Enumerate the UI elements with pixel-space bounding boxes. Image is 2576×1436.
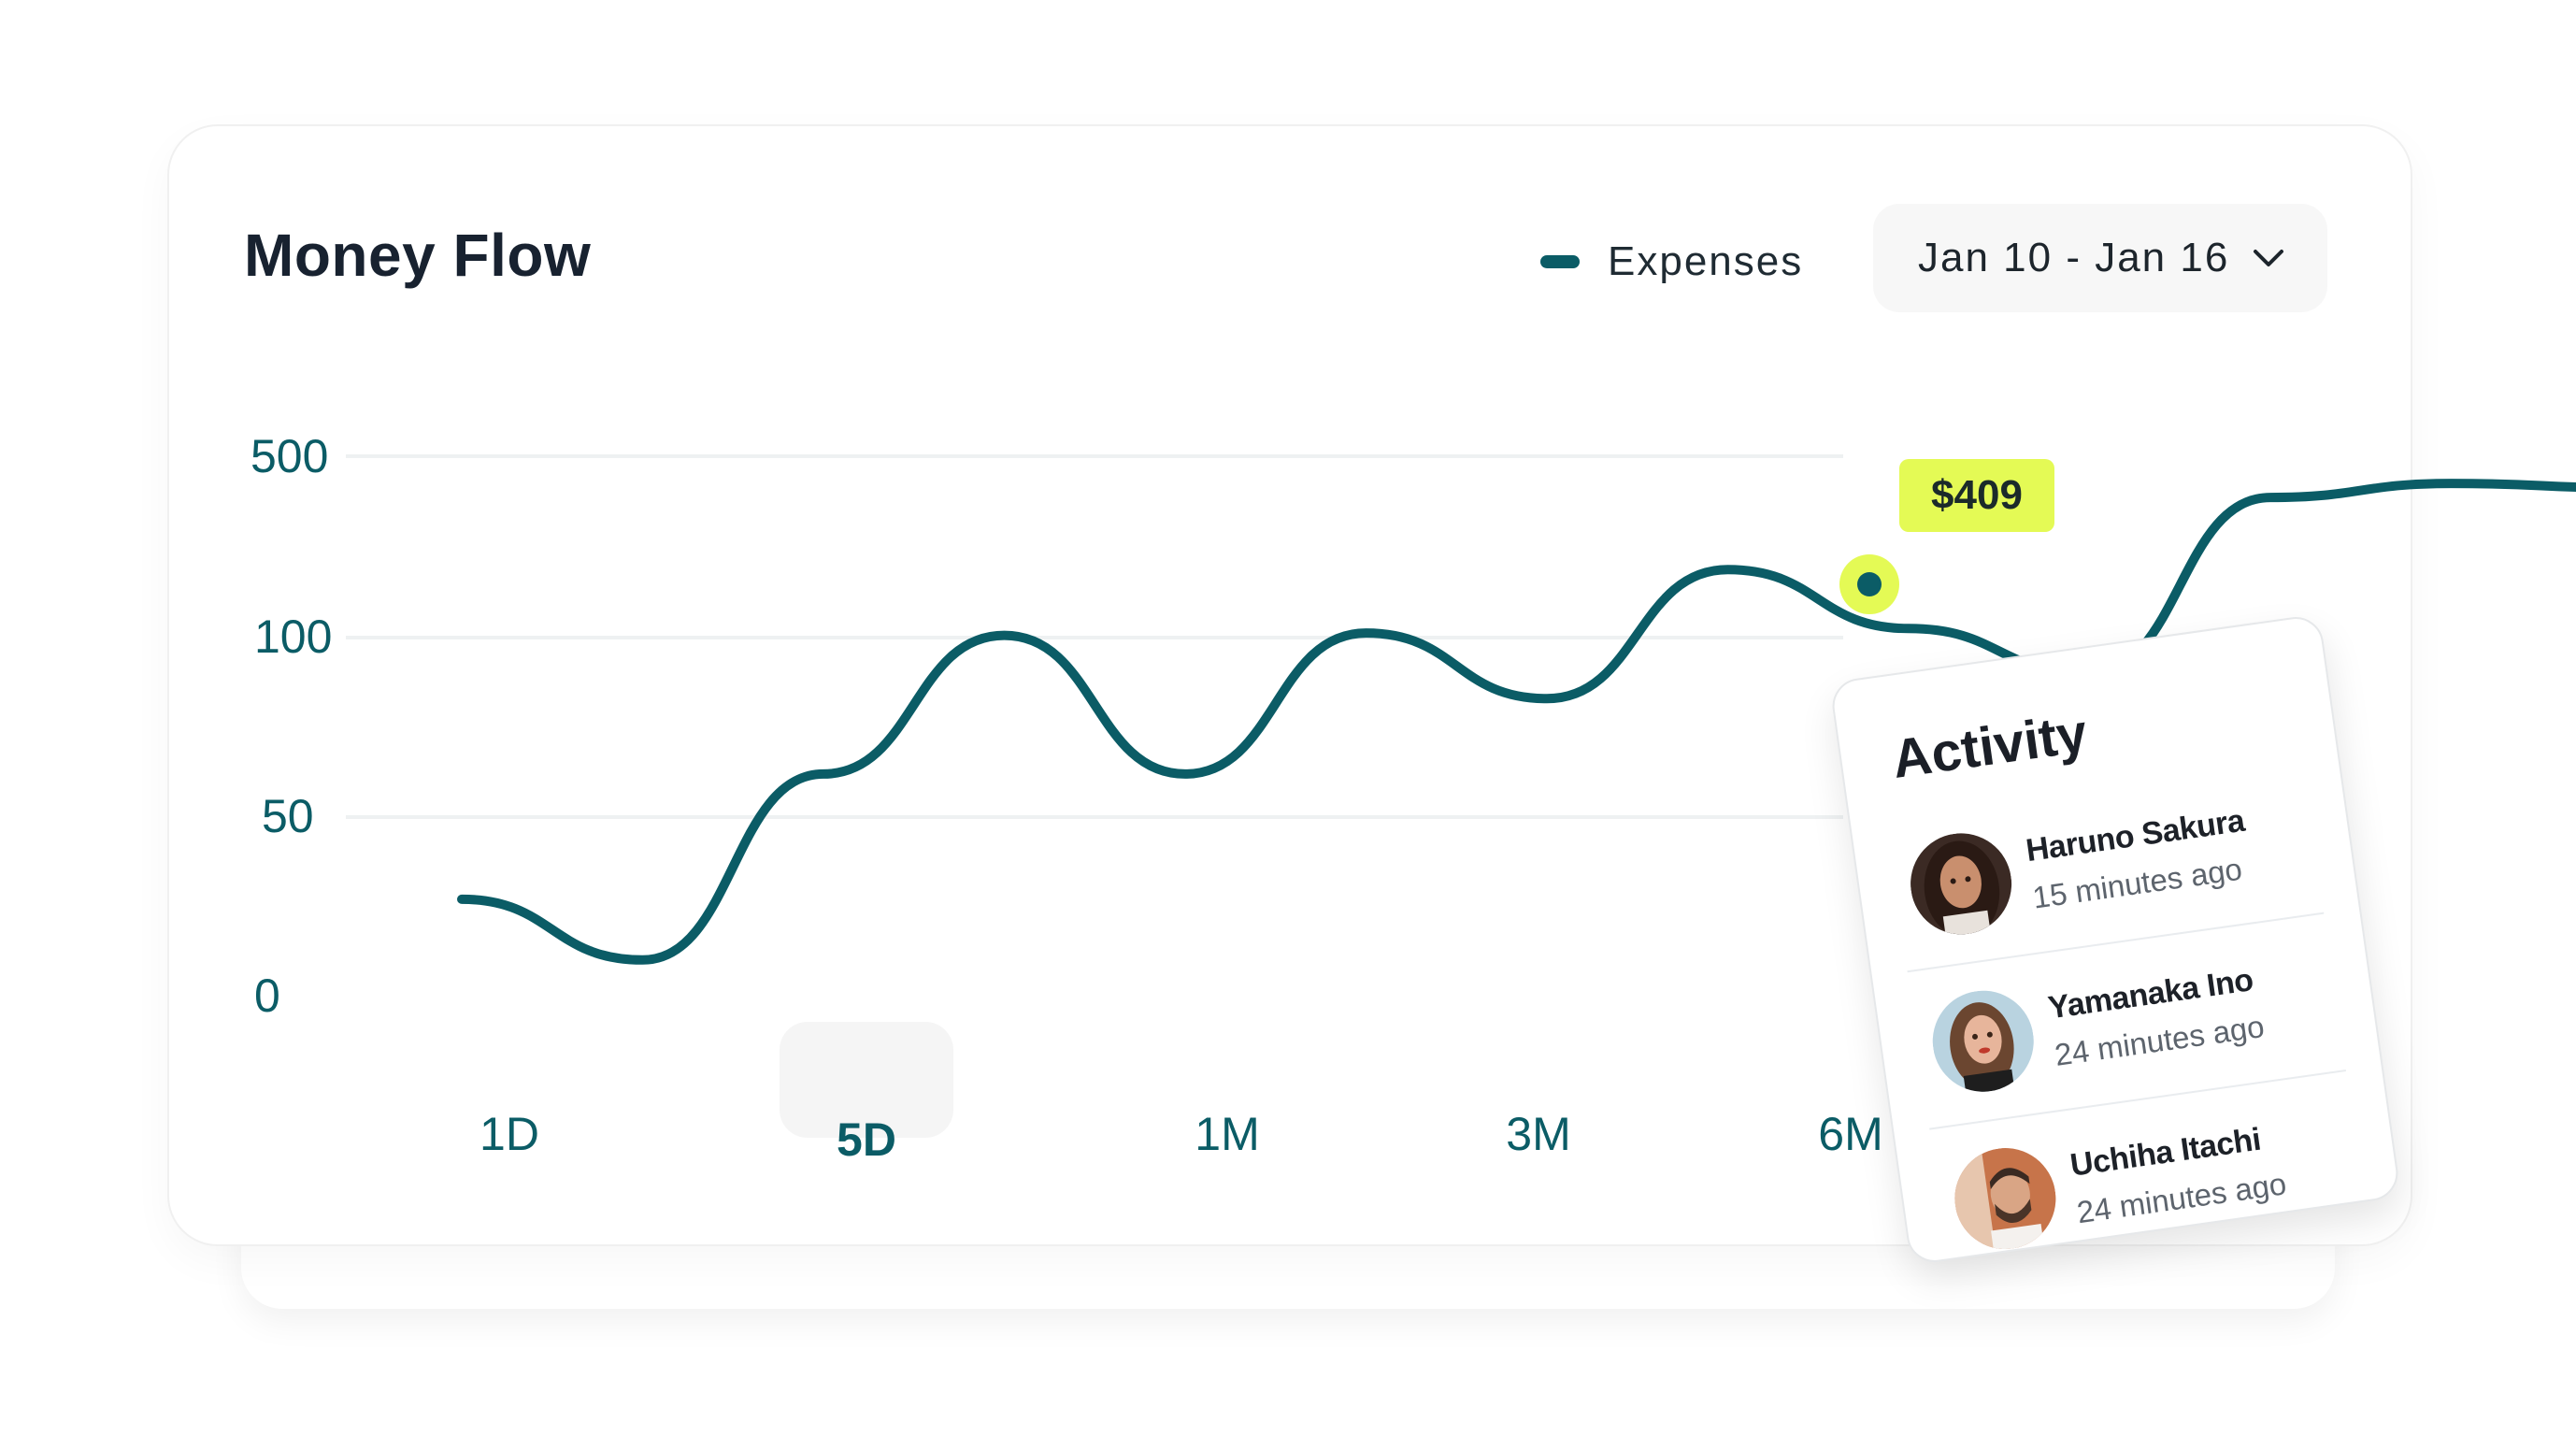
page-title: Money Flow bbox=[244, 222, 592, 289]
period-option-5d[interactable]: 5D bbox=[837, 1113, 896, 1166]
period-selected-bg bbox=[780, 1022, 953, 1138]
value-tooltip: $409 bbox=[1899, 459, 2054, 532]
y-tick-label: 100 bbox=[254, 610, 332, 663]
portrait-woman-dark-hair-icon bbox=[1904, 826, 2019, 941]
period-option-3m[interactable]: 3M bbox=[1506, 1108, 1570, 1160]
activity-item[interactable]: Uchiha Itachi 24 minutes ago bbox=[1929, 1071, 2368, 1285]
activity-card: Activity Haruno Sakura 15 minutes ago bbox=[1828, 613, 2402, 1266]
highlight-point[interactable] bbox=[1857, 572, 1882, 596]
y-tick-label: 0 bbox=[254, 969, 280, 1022]
activity-item[interactable]: Haruno Sakura 15 minutes ago bbox=[1885, 756, 2325, 973]
activity-item[interactable]: Yamanaka Ino 24 minutes ago bbox=[1907, 913, 2347, 1130]
portrait-man-beard-icon bbox=[1948, 1142, 2063, 1256]
period-option-1m[interactable]: 1M bbox=[1195, 1108, 1259, 1160]
date-range-label: Jan 10 - Jan 16 bbox=[1918, 235, 2230, 280]
y-tick-label: 500 bbox=[250, 430, 328, 482]
y-tick-label: 50 bbox=[262, 790, 314, 842]
portrait-woman-light-icon bbox=[1925, 984, 2040, 1099]
avatar bbox=[1925, 984, 2040, 1099]
period-option-1d[interactable]: 1D bbox=[479, 1108, 539, 1160]
legend-swatch bbox=[1540, 255, 1580, 268]
chevron-down-icon bbox=[2254, 250, 2284, 266]
chart-legend: Expenses bbox=[1540, 234, 1803, 290]
legend-label-expenses: Expenses bbox=[1608, 238, 1804, 284]
series-line-expenses bbox=[457, 479, 2576, 965]
date-range-dropdown[interactable]: Jan 10 - Jan 16 bbox=[1873, 204, 2327, 312]
period-option-6m[interactable]: 6M bbox=[1818, 1108, 1882, 1160]
avatar bbox=[1948, 1142, 2063, 1256]
avatar bbox=[1904, 826, 2019, 941]
